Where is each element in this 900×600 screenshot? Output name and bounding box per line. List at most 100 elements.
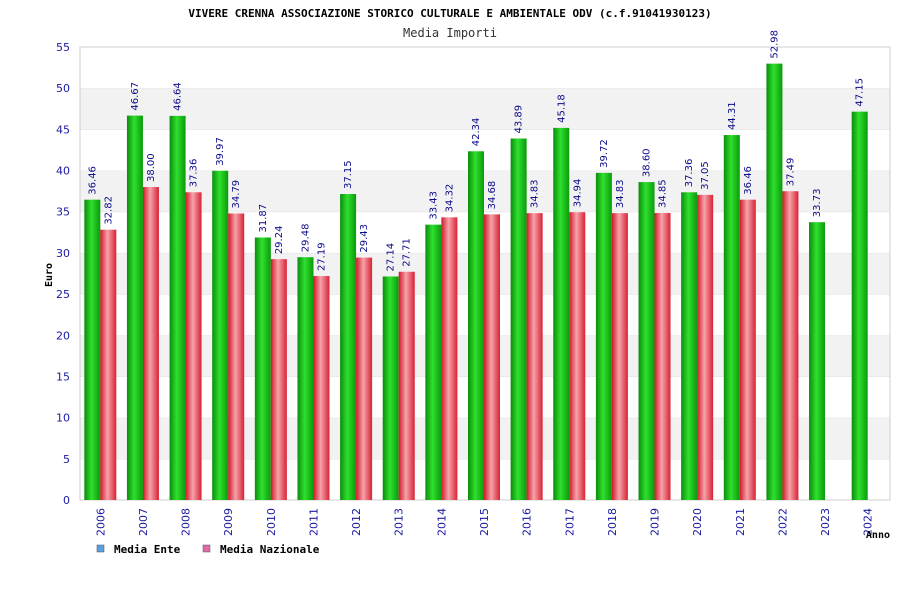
bar-media-ente: [382, 276, 399, 500]
x-tick-label: 2012: [350, 508, 363, 536]
x-tick-label: 2013: [393, 508, 406, 536]
x-axis-label: Anno: [866, 530, 890, 541]
data-label: 42.34: [471, 118, 482, 147]
data-label: 33.73: [812, 189, 823, 218]
data-label: 29.43: [359, 224, 370, 253]
data-label: 36.46: [743, 166, 754, 195]
data-label: 32.82: [103, 196, 114, 225]
bars: 36.46 32.82 46.67 38.00 46.64 37.36 39.97 34.79…: [84, 30, 868, 501]
x-tick-label: 2024: [862, 508, 875, 536]
bar-media-nazionale: [185, 192, 202, 500]
data-label: 37.15: [343, 160, 354, 189]
bar-media-ente: [809, 222, 826, 501]
data-label: 33.43: [428, 191, 439, 220]
y-tick-label: 0: [63, 494, 70, 507]
bar-media-nazionale: [526, 213, 543, 501]
bar-media-nazionale: [100, 229, 117, 500]
chart-title: VIVERE CRENNA ASSOCIAZIONE STORICO CULTU…: [188, 7, 711, 20]
x-tick-label: 2020: [691, 508, 704, 536]
x-tick-label: 2008: [180, 508, 193, 536]
bar-media-ente: [468, 151, 484, 500]
bar-media-nazionale: [697, 194, 714, 501]
y-tick-label: 5: [63, 453, 70, 466]
x-tick-label: 2017: [563, 508, 576, 536]
x-tick-label: 2022: [776, 508, 789, 536]
data-label: 31.87: [258, 204, 269, 233]
data-label: 38.60: [642, 148, 653, 177]
y-tick-label: 50: [56, 82, 70, 95]
bar-media-nazionale: [654, 212, 671, 501]
grid-band: [80, 47, 890, 89]
y-tick-label: 55: [56, 41, 70, 54]
data-label: 34.68: [487, 181, 498, 210]
legend-item: Media Nazionale: [202, 543, 320, 556]
y-tick-label: 25: [56, 288, 70, 301]
bar-media-ente: [169, 115, 186, 500]
y-tick-label: 10: [56, 412, 70, 425]
x-tick-label: 2018: [606, 508, 619, 536]
bar-media-ente: [638, 182, 655, 501]
bar-media-nazionale: [270, 259, 287, 500]
bar-media-nazionale: [484, 214, 500, 500]
data-label: 34.79: [231, 180, 242, 209]
bar-media-ente: [595, 172, 612, 501]
data-label: 39.72: [599, 139, 610, 168]
data-label: 46.67: [130, 82, 141, 111]
y-axis-ticks: 0 5 10 15 20 25 30 35 40 45 50 55: [56, 41, 70, 507]
bar-media-nazionale: [441, 217, 458, 500]
bar-media-ente: [126, 115, 143, 500]
data-label: 34.32: [444, 184, 455, 213]
data-label: 27.71: [402, 238, 413, 267]
x-tick-label: 2014: [435, 508, 448, 536]
bar-media-nazionale: [142, 187, 159, 500]
data-label: 44.31: [727, 101, 738, 130]
bar-media-ente: [766, 63, 783, 501]
bar-media-nazionale: [739, 199, 756, 500]
bar-media-ente: [681, 192, 698, 500]
bar-media-ente: [340, 194, 357, 500]
data-label: 45.18: [556, 94, 567, 123]
data-label: 37.49: [785, 158, 796, 187]
y-tick-label: 30: [56, 247, 70, 260]
y-tick-label: 40: [56, 165, 70, 178]
legend-item: Media Ente: [96, 543, 181, 556]
y-tick-label: 15: [56, 370, 70, 383]
bar-media-nazionale: [611, 213, 628, 501]
x-axis-ticks: 2006 2007 2008 2009 2010 2011 2012 2013 2014 2015…: [94, 508, 874, 536]
grid-band: [80, 88, 890, 130]
bar-media-ente: [84, 199, 101, 500]
data-label: 34.83: [615, 179, 626, 208]
data-label: 29.48: [300, 224, 311, 253]
data-label: 27.19: [316, 242, 327, 271]
chart-subtitle: Media Importi: [403, 26, 497, 40]
legend-label: Media Ente: [114, 543, 181, 556]
bar-media-nazionale: [569, 212, 586, 501]
y-axis-label: Euro: [44, 263, 55, 287]
data-label: 27.14: [386, 243, 397, 272]
data-label: 34.83: [530, 179, 541, 208]
data-label: 46.64: [173, 82, 184, 111]
x-tick-label: 2015: [478, 508, 491, 536]
bar-media-ente: [297, 257, 314, 500]
bar-media-ente: [212, 170, 229, 500]
data-label: 38.00: [146, 153, 157, 182]
data-label: 52.98: [769, 30, 780, 59]
x-tick-label: 2010: [265, 508, 278, 536]
data-label: 34.94: [572, 179, 583, 208]
data-label: 36.46: [87, 166, 98, 195]
x-tick-label: 2011: [307, 508, 320, 536]
data-label: 29.24: [274, 226, 285, 255]
bar-media-ente: [510, 138, 527, 501]
bar-media-ente: [254, 237, 271, 501]
legend: Media Ente Media Nazionale: [96, 543, 320, 556]
bar-media-nazionale: [228, 213, 245, 500]
y-tick-label: 35: [56, 206, 70, 219]
x-tick-label: 2007: [137, 508, 150, 536]
data-label: 37.36: [189, 159, 200, 188]
bar-media-nazionale: [782, 191, 799, 500]
bar-media-ente: [425, 224, 442, 500]
grid-band: [80, 129, 890, 171]
legend-swatch: [96, 544, 105, 553]
legend-label: Media Nazionale: [220, 543, 320, 556]
